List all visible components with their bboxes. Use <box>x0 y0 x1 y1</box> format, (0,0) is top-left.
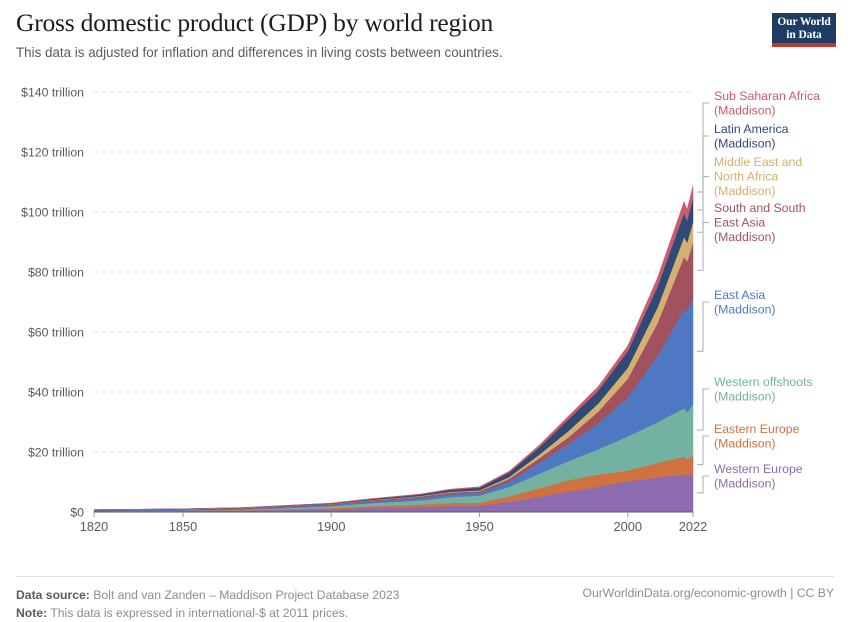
x-axis-tick-label: 1850 <box>169 519 197 534</box>
y-axis-tick-label: $140 trillion <box>21 86 84 100</box>
y-axis-tick-label: $100 trillion <box>21 206 84 220</box>
legend-item-label[interactable]: Eastern Europe <box>714 422 800 436</box>
legend-item-label[interactable]: (Maddison) <box>714 137 776 151</box>
data-source-text: Bolt and van Zanden – Maddison Project D… <box>93 588 400 602</box>
legend-item-label[interactable]: Middle East and <box>714 155 802 169</box>
note-text: This data is expressed in international-… <box>50 606 349 620</box>
legend-item-label[interactable]: South and South <box>714 201 806 215</box>
x-axis-ticks: 1820 1850 1900 1950 2000 2022 <box>80 519 707 534</box>
y-axis-ticks: $0 $20 trillion $40 trillion $60 trillion $8… <box>21 86 84 520</box>
x-axis-tick-label: 2000 <box>614 519 642 534</box>
y-axis-tick-label: $40 trillion <box>28 386 84 400</box>
legend-connector-line <box>697 301 709 352</box>
area-series[interactable] <box>93 185 694 510</box>
note-label: Note: <box>16 606 48 620</box>
footer-left: Data source: Bolt and van Zanden – Maddi… <box>16 586 536 622</box>
chart-legend[interactable]: Sub Saharan Africa(Maddison)Latin Americ… <box>697 89 820 494</box>
y-axis-tick-label: $20 trillion <box>28 446 84 460</box>
legend-item-label[interactable]: (Maddison) <box>714 390 776 404</box>
legend-connector-line <box>697 475 709 494</box>
chart-area: $0 $20 trillion $40 trillion $60 trillion $8… <box>0 0 850 600</box>
y-axis-tick-label: $60 trillion <box>28 326 84 340</box>
legend-connector-line <box>697 176 709 233</box>
legend-item-label[interactable]: (Maddison) <box>714 437 776 451</box>
chart-header: Gross domestic product (GDP) by world re… <box>16 8 756 61</box>
area-series-group[interactable] <box>93 185 694 513</box>
legend-item-label[interactable]: Sub Saharan Africa <box>714 89 820 103</box>
owid-logo-line2: in Data <box>786 29 822 41</box>
x-axis <box>93 511 694 517</box>
owid-logo[interactable]: Our World in Data <box>772 13 836 47</box>
y-axis-tick-label: $80 trillion <box>28 266 84 280</box>
x-axis-tick-label: 1950 <box>465 519 493 534</box>
x-axis-tick-label: 1820 <box>80 519 108 534</box>
legend-item-label[interactable]: Latin America <box>714 122 789 136</box>
legend-item-label[interactable]: East Asia <box>714 216 765 230</box>
y-axis-tick-label: $0 <box>70 506 84 520</box>
legend-connector-line <box>697 135 709 211</box>
x-axis-tick-label: 1900 <box>317 519 345 534</box>
y-axis-tick-label: $120 trillion <box>21 146 84 160</box>
legend-item-label[interactable]: (Maddison) <box>714 303 776 317</box>
page-title: Gross domestic product (GDP) by world re… <box>16 8 494 37</box>
attribution-link[interactable]: OurWorldinData.org/economic-growth | CC … <box>582 586 834 600</box>
chart-footer: Data source: Bolt and van Zanden – Maddi… <box>16 576 834 620</box>
legend-connector-line <box>697 222 709 271</box>
legend-connector-line <box>697 435 709 466</box>
legend-item-label[interactable]: (Maddison) <box>714 184 776 198</box>
stacked-area-chart[interactable]: $0 $20 trillion $40 trillion $60 trillion $8… <box>0 0 850 600</box>
data-source-label: Data source: <box>16 588 90 602</box>
legend-item-label[interactable]: North Africa <box>714 170 778 184</box>
legend-item-label[interactable]: (Maddison) <box>714 477 776 491</box>
legend-item-label[interactable]: Western offshoots <box>714 375 813 389</box>
legend-item-label[interactable]: (Maddison) <box>714 230 776 244</box>
owid-logo-line1: Our World <box>777 16 831 28</box>
chart-subtitle: This data is adjusted for inflation and … <box>16 45 503 60</box>
legend-item-label[interactable]: (Maddison) <box>714 104 776 118</box>
legend-item-label[interactable]: Western Europe <box>714 462 803 476</box>
legend-connector-line <box>697 388 709 431</box>
data-source-line: Data source: Bolt and van Zanden – Maddi… <box>16 586 536 604</box>
note-line: Note: This data is expressed in internat… <box>16 604 536 622</box>
x-axis-tick-label: 2022 <box>679 519 707 534</box>
legend-item-label[interactable]: East Asia <box>714 288 765 302</box>
